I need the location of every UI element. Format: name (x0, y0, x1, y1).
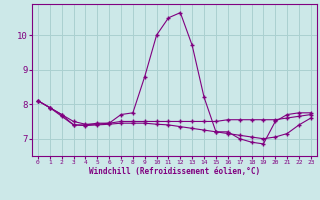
X-axis label: Windchill (Refroidissement éolien,°C): Windchill (Refroidissement éolien,°C) (89, 167, 260, 176)
